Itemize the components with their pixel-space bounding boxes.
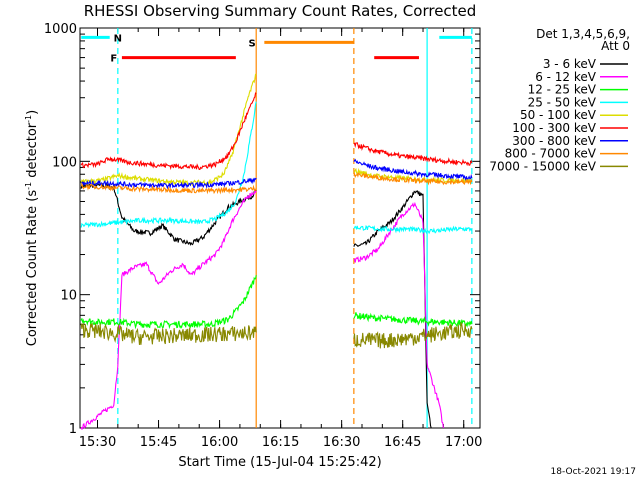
chart-title: RHESSI Observing Summary Count Rates, Co… [84, 2, 477, 20]
footer-date: 18-Oct-2021 19:17 [551, 467, 636, 477]
x-tick-label: 15:30 [79, 435, 116, 450]
series-line [80, 275, 257, 330]
series-line [80, 101, 257, 229]
legend-entry-label: 3 - 6 keV [543, 57, 597, 71]
plot-frame [79, 27, 481, 429]
series-line [80, 182, 257, 247]
x-tick-label: 15:45 [140, 435, 177, 450]
series-line [353, 158, 473, 182]
series-line [353, 201, 444, 429]
legend-entry-label: 7000 - 15000 keV [489, 159, 596, 173]
legend-entry-label: 50 - 100 keV [520, 108, 597, 122]
x-tick-labels: 15:30 15:45 16:00 16:15 16:30 16:45 17:00 [79, 435, 483, 450]
x-tick-label: 16:00 [201, 435, 238, 450]
series-line [353, 172, 473, 186]
x-tick-label: 16:15 [262, 435, 299, 450]
series-line [353, 190, 432, 429]
x-tick-label: 16:30 [323, 435, 360, 450]
series-line [80, 73, 257, 187]
x-axis-label: Start Time (15-Jul-04 15:25:42) [178, 455, 381, 470]
flag-bars: FN S [81, 33, 472, 65]
flag-annotation: S [249, 38, 256, 49]
series-lines [80, 73, 473, 430]
series-line [80, 188, 257, 430]
legend-entry-label: 300 - 800 keV [512, 134, 596, 148]
flag-annotation: F [110, 54, 117, 65]
series-line [353, 142, 473, 167]
series-line [80, 323, 257, 345]
y-tick-label: 100 [52, 155, 77, 170]
legend-entry-label: 6 - 12 keV [535, 70, 597, 84]
y-tick-label: 1 [69, 422, 77, 437]
y-tick-label: 10 [60, 289, 77, 304]
series-line [353, 224, 473, 235]
legend-entry-label: 100 - 300 keV [512, 121, 596, 135]
series-line [80, 92, 257, 171]
x-tick-label: 16:45 [384, 435, 421, 450]
legend-entry-label: 800 - 7000 keV [505, 147, 597, 161]
x-tick-label: 17:00 [445, 435, 482, 450]
series-line [353, 321, 473, 349]
series-line [353, 312, 473, 328]
y-tick-labels: 1 10 100 1000 [44, 22, 77, 437]
series-line [80, 182, 257, 195]
legend-header-detectors: Det 1,3,4,5,6,9, [536, 27, 630, 41]
axis-ticks [80, 27, 480, 429]
legend-entry-label: 12 - 25 keV [528, 83, 597, 97]
legend-header-attenuator: Att 0 [601, 39, 630, 53]
series-line [80, 177, 257, 190]
y-tick-label: 1000 [44, 22, 77, 37]
legend-entry-label: 25 - 50 keV [528, 95, 597, 109]
flag-annotation: N [114, 33, 122, 44]
y-axis-label: Corrected Count Rate (s-1 detector-1) [24, 110, 40, 346]
